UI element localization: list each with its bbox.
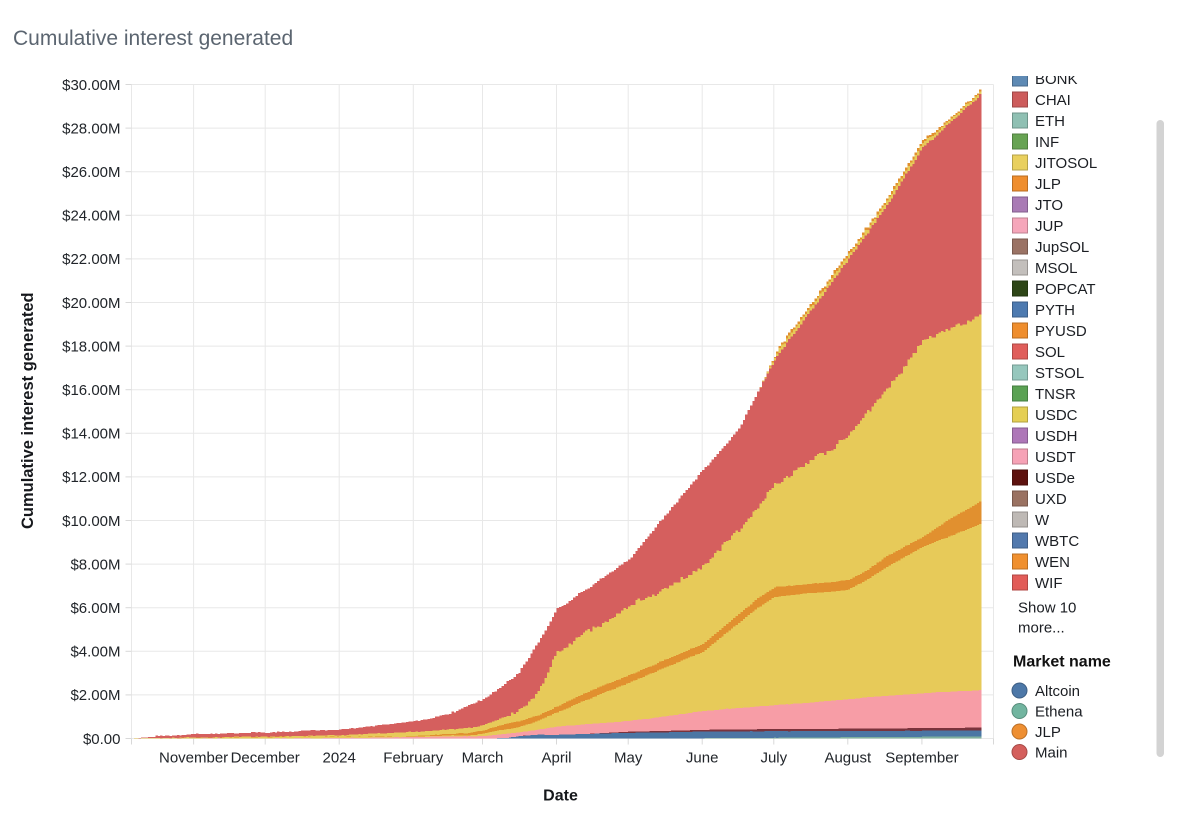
svg-text:WEN: WEN	[1035, 554, 1070, 571]
svg-text:PYTH: PYTH	[1035, 302, 1075, 319]
svg-text:JTO: JTO	[1035, 197, 1063, 214]
svg-text:$16.00M: $16.00M	[62, 382, 120, 399]
svg-text:BONK: BONK	[1035, 71, 1078, 88]
svg-text:$4.00M: $4.00M	[70, 644, 120, 661]
svg-text:August: August	[824, 750, 872, 767]
svg-text:POPCAT: POPCAT	[1035, 281, 1096, 298]
svg-text:$0.00: $0.00	[83, 731, 121, 748]
svg-text:$22.00M: $22.00M	[62, 251, 120, 268]
svg-text:W: W	[1035, 512, 1050, 529]
svg-text:USDC: USDC	[1035, 407, 1078, 424]
svg-text:November: November	[159, 750, 228, 767]
svg-text:$10.00M: $10.00M	[62, 513, 120, 530]
svg-text:ETH: ETH	[1035, 113, 1065, 130]
svg-text:USDe: USDe	[1035, 470, 1075, 487]
svg-text:JLP: JLP	[1035, 176, 1061, 193]
svg-text:July: July	[760, 750, 787, 767]
svg-text:MSOL: MSOL	[1035, 260, 1078, 277]
svg-text:JITOSOL: JITOSOL	[1035, 155, 1097, 172]
svg-text:Market name: Market name	[1013, 654, 1111, 671]
svg-text:May: May	[614, 750, 643, 767]
svg-text:$24.00M: $24.00M	[62, 208, 120, 225]
svg-text:$14.00M: $14.00M	[62, 426, 120, 443]
svg-text:UXD: UXD	[1035, 491, 1067, 508]
svg-text:$8.00M: $8.00M	[70, 556, 120, 573]
svg-text:PYUSD: PYUSD	[1035, 323, 1087, 340]
svg-text:$28.00M: $28.00M	[62, 120, 120, 137]
svg-text:September: September	[885, 750, 958, 767]
svg-text:June: June	[686, 750, 719, 767]
svg-text:$2.00M: $2.00M	[70, 687, 120, 704]
svg-text:March: March	[462, 750, 504, 767]
svg-text:Ethena: Ethena	[1035, 703, 1083, 720]
svg-text:INF: INF	[1035, 134, 1059, 151]
svg-text:Main: Main	[1035, 744, 1068, 761]
svg-text:$18.00M: $18.00M	[62, 338, 120, 355]
svg-text:STSOL: STSOL	[1035, 365, 1084, 382]
svg-text:JLP: JLP	[1035, 724, 1061, 741]
svg-text:$12.00M: $12.00M	[62, 469, 120, 486]
svg-text:WBTC: WBTC	[1035, 533, 1079, 550]
svg-text:$6.00M: $6.00M	[70, 600, 120, 617]
svg-text:TNSR: TNSR	[1035, 386, 1076, 403]
svg-text:2024: 2024	[323, 750, 356, 767]
svg-text:WIF: WIF	[1035, 575, 1063, 592]
svg-text:Cumulative interest generated: Cumulative interest generated	[13, 27, 293, 50]
svg-text:February: February	[383, 750, 444, 767]
svg-text:JUP: JUP	[1035, 218, 1063, 235]
svg-text:$20.00M: $20.00M	[62, 295, 120, 312]
svg-text:CHAI: CHAI	[1035, 92, 1071, 109]
svg-text:$30.00M: $30.00M	[62, 77, 120, 94]
svg-text:Show 10: Show 10	[1018, 600, 1076, 617]
svg-text:December: December	[231, 750, 300, 767]
svg-text:Altcoin: Altcoin	[1035, 683, 1080, 700]
svg-text:USDT: USDT	[1035, 449, 1076, 466]
svg-text:Date: Date	[543, 788, 578, 805]
svg-text:JupSOL: JupSOL	[1035, 239, 1089, 256]
svg-text:$26.00M: $26.00M	[62, 164, 120, 181]
svg-text:Cumulative interest generated: Cumulative interest generated	[19, 292, 37, 529]
svg-text:more...: more...	[1018, 620, 1065, 637]
svg-text:SOL: SOL	[1035, 344, 1065, 361]
svg-text:April: April	[541, 750, 571, 767]
svg-text:USDH: USDH	[1035, 428, 1078, 445]
